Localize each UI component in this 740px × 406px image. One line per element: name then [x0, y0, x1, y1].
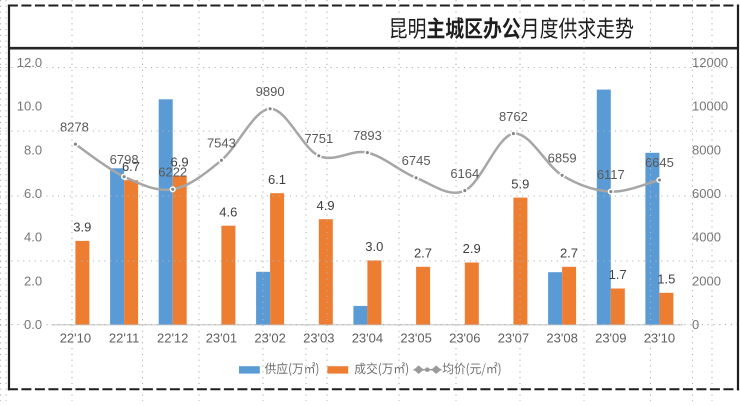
svg-text:23'01: 23'01	[206, 331, 237, 346]
svg-text:12.0: 12.0	[17, 55, 42, 70]
svg-text:23'03: 23'03	[303, 331, 334, 346]
svg-text:3.0: 3.0	[365, 239, 383, 254]
svg-text:4.9: 4.9	[317, 198, 335, 213]
svg-text:10.0: 10.0	[17, 99, 42, 114]
svg-text:9890: 9890	[256, 84, 285, 99]
svg-text:23'02: 23'02	[254, 331, 285, 346]
svg-text:23'10: 23'10	[644, 331, 675, 346]
svg-text:23'07: 23'07	[498, 331, 529, 346]
svg-text:23'05: 23'05	[400, 331, 431, 346]
svg-text:2.0: 2.0	[24, 273, 42, 288]
svg-text:6798: 6798	[110, 152, 139, 167]
svg-text:2.7: 2.7	[560, 246, 578, 261]
svg-text:0: 0	[692, 317, 699, 332]
svg-text:1.7: 1.7	[609, 267, 627, 282]
svg-text:7893: 7893	[353, 128, 382, 143]
svg-text:23'09: 23'09	[595, 331, 626, 346]
svg-text:0.0: 0.0	[24, 317, 42, 332]
svg-text:6117: 6117	[597, 167, 625, 182]
svg-text:6859: 6859	[548, 151, 577, 166]
svg-text:12000: 12000	[692, 55, 728, 70]
svg-text:7543: 7543	[207, 136, 236, 151]
svg-text:8762: 8762	[499, 109, 528, 124]
svg-text:22'10: 22'10	[60, 331, 91, 346]
svg-text:22'12: 22'12	[157, 331, 188, 346]
svg-text:23'04: 23'04	[352, 331, 383, 346]
svg-text:23'08: 23'08	[546, 331, 577, 346]
svg-text:1.5: 1.5	[657, 272, 675, 287]
svg-text:2.7: 2.7	[414, 246, 432, 261]
svg-text:6164: 6164	[450, 166, 479, 181]
svg-text:6.9: 6.9	[171, 155, 189, 170]
svg-text:8000: 8000	[692, 142, 721, 157]
svg-text:6.0: 6.0	[24, 186, 42, 201]
svg-text:6.1: 6.1	[268, 172, 286, 187]
svg-text:8.0: 8.0	[24, 142, 42, 157]
svg-text:10000: 10000	[692, 99, 728, 114]
svg-text:4.0: 4.0	[24, 230, 42, 245]
svg-text:5.9: 5.9	[511, 176, 529, 191]
svg-text:4.6: 4.6	[219, 204, 237, 219]
svg-text:6745: 6745	[402, 153, 431, 168]
svg-text:23'06: 23'06	[449, 331, 480, 346]
svg-text:8278: 8278	[60, 119, 89, 134]
svg-text:22'11: 22'11	[109, 331, 139, 346]
svg-text:7751: 7751	[304, 131, 333, 146]
svg-text:2.9: 2.9	[463, 241, 481, 256]
svg-text:6000: 6000	[692, 186, 721, 201]
svg-text:6222: 6222	[158, 165, 187, 180]
svg-text:3.9: 3.9	[73, 220, 91, 235]
svg-text:6645: 6645	[645, 155, 674, 170]
svg-text:2000: 2000	[692, 273, 721, 288]
svg-text:6.7: 6.7	[122, 159, 140, 174]
svg-text:4000: 4000	[692, 230, 721, 245]
